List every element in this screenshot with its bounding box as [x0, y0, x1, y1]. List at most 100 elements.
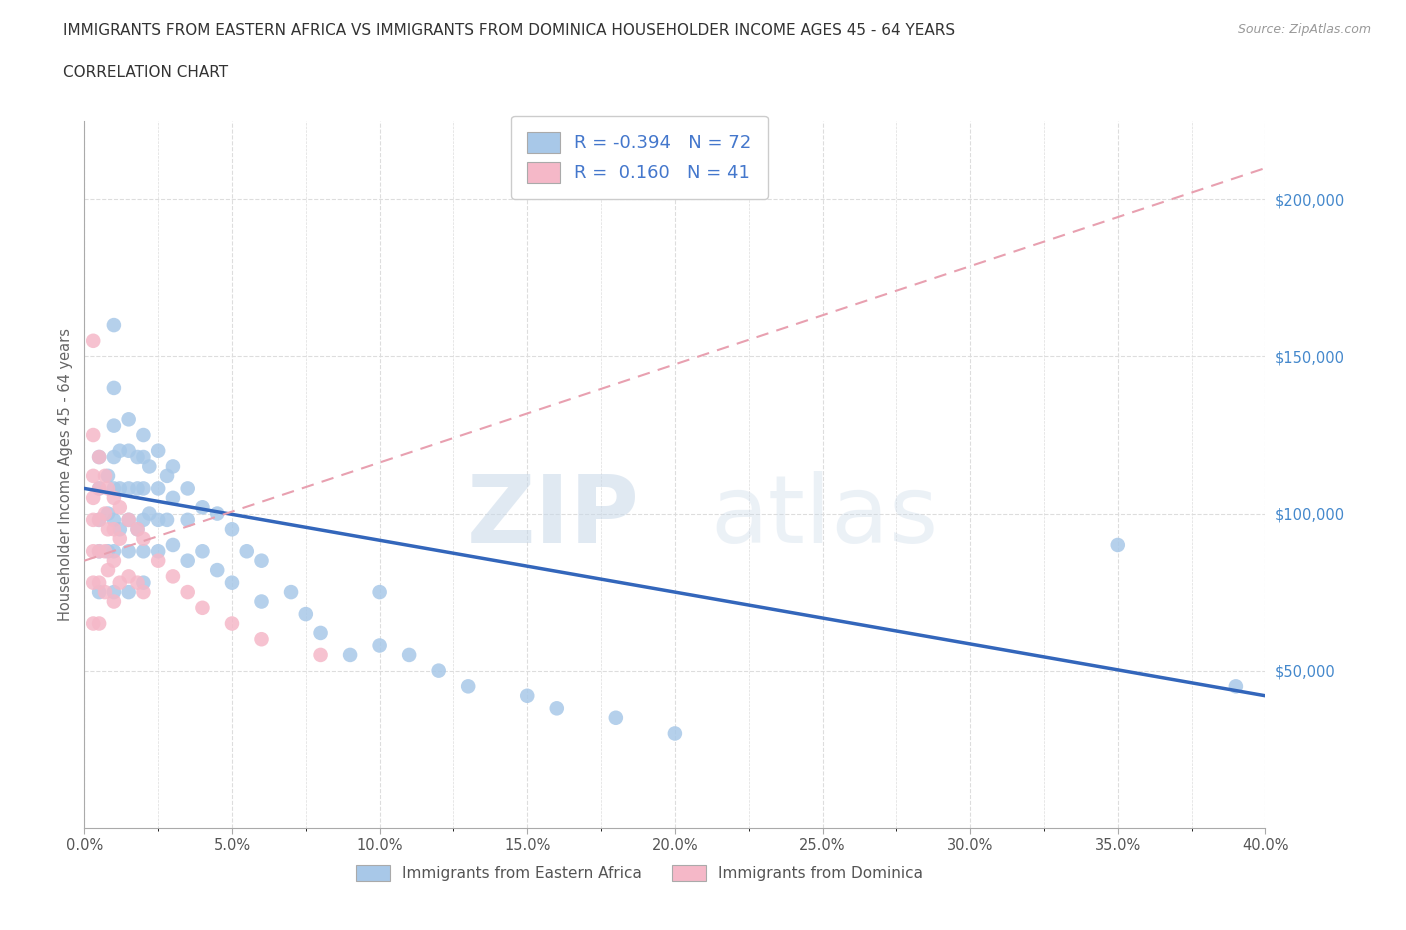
Point: [207, 506, 229, 521]
Point: [127, 576, 149, 591]
Point: [82, 576, 104, 591]
Point: [162, 538, 184, 552]
Y-axis label: Householder Income Ages 45 - 64 years: Householder Income Ages 45 - 64 years: [58, 327, 73, 621]
Point: [132, 531, 155, 546]
Point: [97, 469, 120, 484]
Point: [87, 576, 111, 591]
Point: [191, 544, 214, 559]
Point: [94, 585, 117, 600]
Point: [103, 553, 125, 568]
Point: [87, 449, 111, 464]
Point: [118, 569, 141, 584]
Point: [605, 711, 627, 725]
Point: [87, 512, 111, 527]
Point: [148, 553, 170, 568]
Point: [82, 333, 104, 348]
Point: [103, 490, 125, 505]
Point: [103, 585, 125, 600]
Point: [87, 481, 111, 496]
Point: [103, 594, 125, 609]
Point: [339, 647, 361, 662]
Point: [118, 585, 141, 600]
Point: [108, 576, 131, 591]
Point: [103, 418, 125, 433]
Point: [82, 469, 104, 484]
Point: [250, 594, 273, 609]
Point: [97, 522, 120, 537]
Point: [118, 481, 141, 496]
Point: [82, 512, 104, 527]
Point: [94, 506, 117, 521]
Point: [177, 481, 200, 496]
Point: [108, 481, 131, 496]
Point: [87, 512, 111, 527]
Point: [97, 506, 120, 521]
Point: [118, 512, 141, 527]
Point: [138, 459, 160, 474]
Point: [1107, 538, 1129, 552]
Point: [103, 481, 125, 496]
Point: [87, 544, 111, 559]
Point: [87, 616, 111, 631]
Point: [516, 688, 538, 703]
Point: [162, 569, 184, 584]
Point: [97, 481, 120, 496]
Point: [103, 522, 125, 537]
Point: [138, 506, 160, 521]
Point: [148, 544, 170, 559]
Point: [108, 444, 131, 458]
Point: [177, 585, 200, 600]
Point: [132, 512, 155, 527]
Point: [250, 553, 273, 568]
Point: [108, 499, 131, 514]
Point: [132, 544, 155, 559]
Text: Source: ZipAtlas.com: Source: ZipAtlas.com: [1237, 23, 1371, 36]
Point: [309, 626, 332, 641]
Point: [103, 449, 125, 464]
Point: [207, 563, 229, 578]
Point: [427, 663, 450, 678]
Point: [103, 380, 125, 395]
Point: [156, 469, 179, 484]
Legend: Immigrants from Eastern Africa, Immigrants from Dominica: Immigrants from Eastern Africa, Immigran…: [350, 859, 929, 887]
Point: [108, 531, 131, 546]
Point: [132, 585, 155, 600]
Point: [82, 428, 104, 443]
Point: [118, 444, 141, 458]
Point: [132, 449, 155, 464]
Point: [368, 638, 391, 653]
Point: [1225, 679, 1247, 694]
Point: [236, 544, 259, 559]
Point: [87, 481, 111, 496]
Point: [280, 585, 302, 600]
Point: [250, 631, 273, 646]
Point: [664, 726, 686, 741]
Point: [127, 522, 149, 537]
Point: [295, 606, 318, 621]
Point: [148, 512, 170, 527]
Text: IMMIGRANTS FROM EASTERN AFRICA VS IMMIGRANTS FROM DOMINICA HOUSEHOLDER INCOME AG: IMMIGRANTS FROM EASTERN AFRICA VS IMMIGR…: [63, 23, 956, 38]
Point: [177, 512, 200, 527]
Point: [97, 563, 120, 578]
Point: [191, 499, 214, 514]
Point: [156, 512, 179, 527]
Text: CORRELATION CHART: CORRELATION CHART: [63, 65, 228, 80]
Point: [398, 647, 420, 662]
Point: [457, 679, 479, 694]
Point: [546, 701, 568, 716]
Point: [87, 449, 111, 464]
Point: [118, 512, 141, 527]
Point: [162, 459, 184, 474]
Point: [103, 544, 125, 559]
Point: [191, 601, 214, 616]
Point: [309, 647, 332, 662]
Point: [162, 490, 184, 505]
Point: [132, 428, 155, 443]
Point: [368, 585, 391, 600]
Point: [127, 449, 149, 464]
Point: [148, 481, 170, 496]
Text: atlas: atlas: [710, 471, 939, 563]
Point: [108, 522, 131, 537]
Point: [82, 490, 104, 505]
Text: ZIP: ZIP: [467, 471, 640, 563]
